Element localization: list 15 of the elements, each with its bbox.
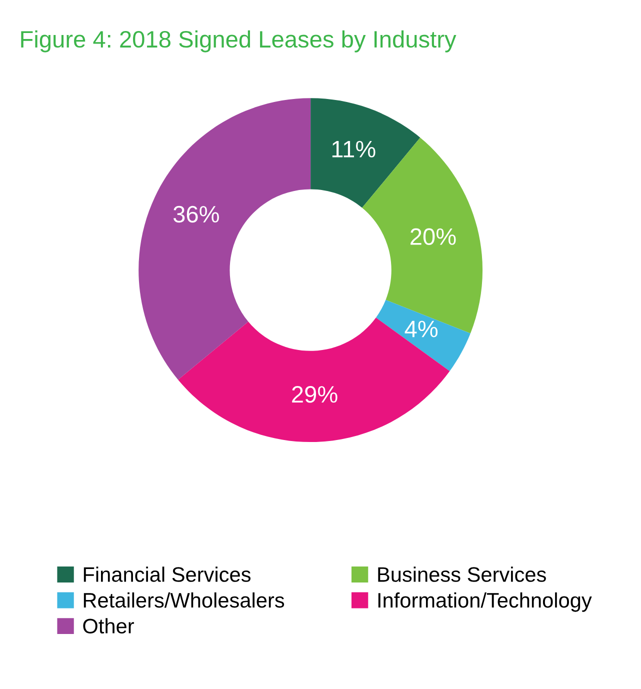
donut-slice (310, 98, 420, 208)
legend-label: Information/Technology (378, 592, 592, 612)
legend-label: Other (83, 618, 134, 634)
donut-slice (138, 98, 311, 380)
donut-slice (376, 300, 470, 372)
donut-slice (178, 318, 450, 442)
legend-label: Financial Services (84, 566, 251, 582)
data-label: 20% (410, 228, 456, 245)
data-label: 36% (173, 206, 219, 223)
legend-label: Business Services (378, 566, 546, 582)
legend-label: Retailers/Wholesalers (84, 592, 284, 608)
chart-title: Figure 4: 2018 Signed Leases by Industry (21, 30, 456, 52)
data-label: 11% (332, 140, 376, 158)
data-label: 29% (292, 386, 338, 403)
data-label: 4% (404, 320, 438, 338)
